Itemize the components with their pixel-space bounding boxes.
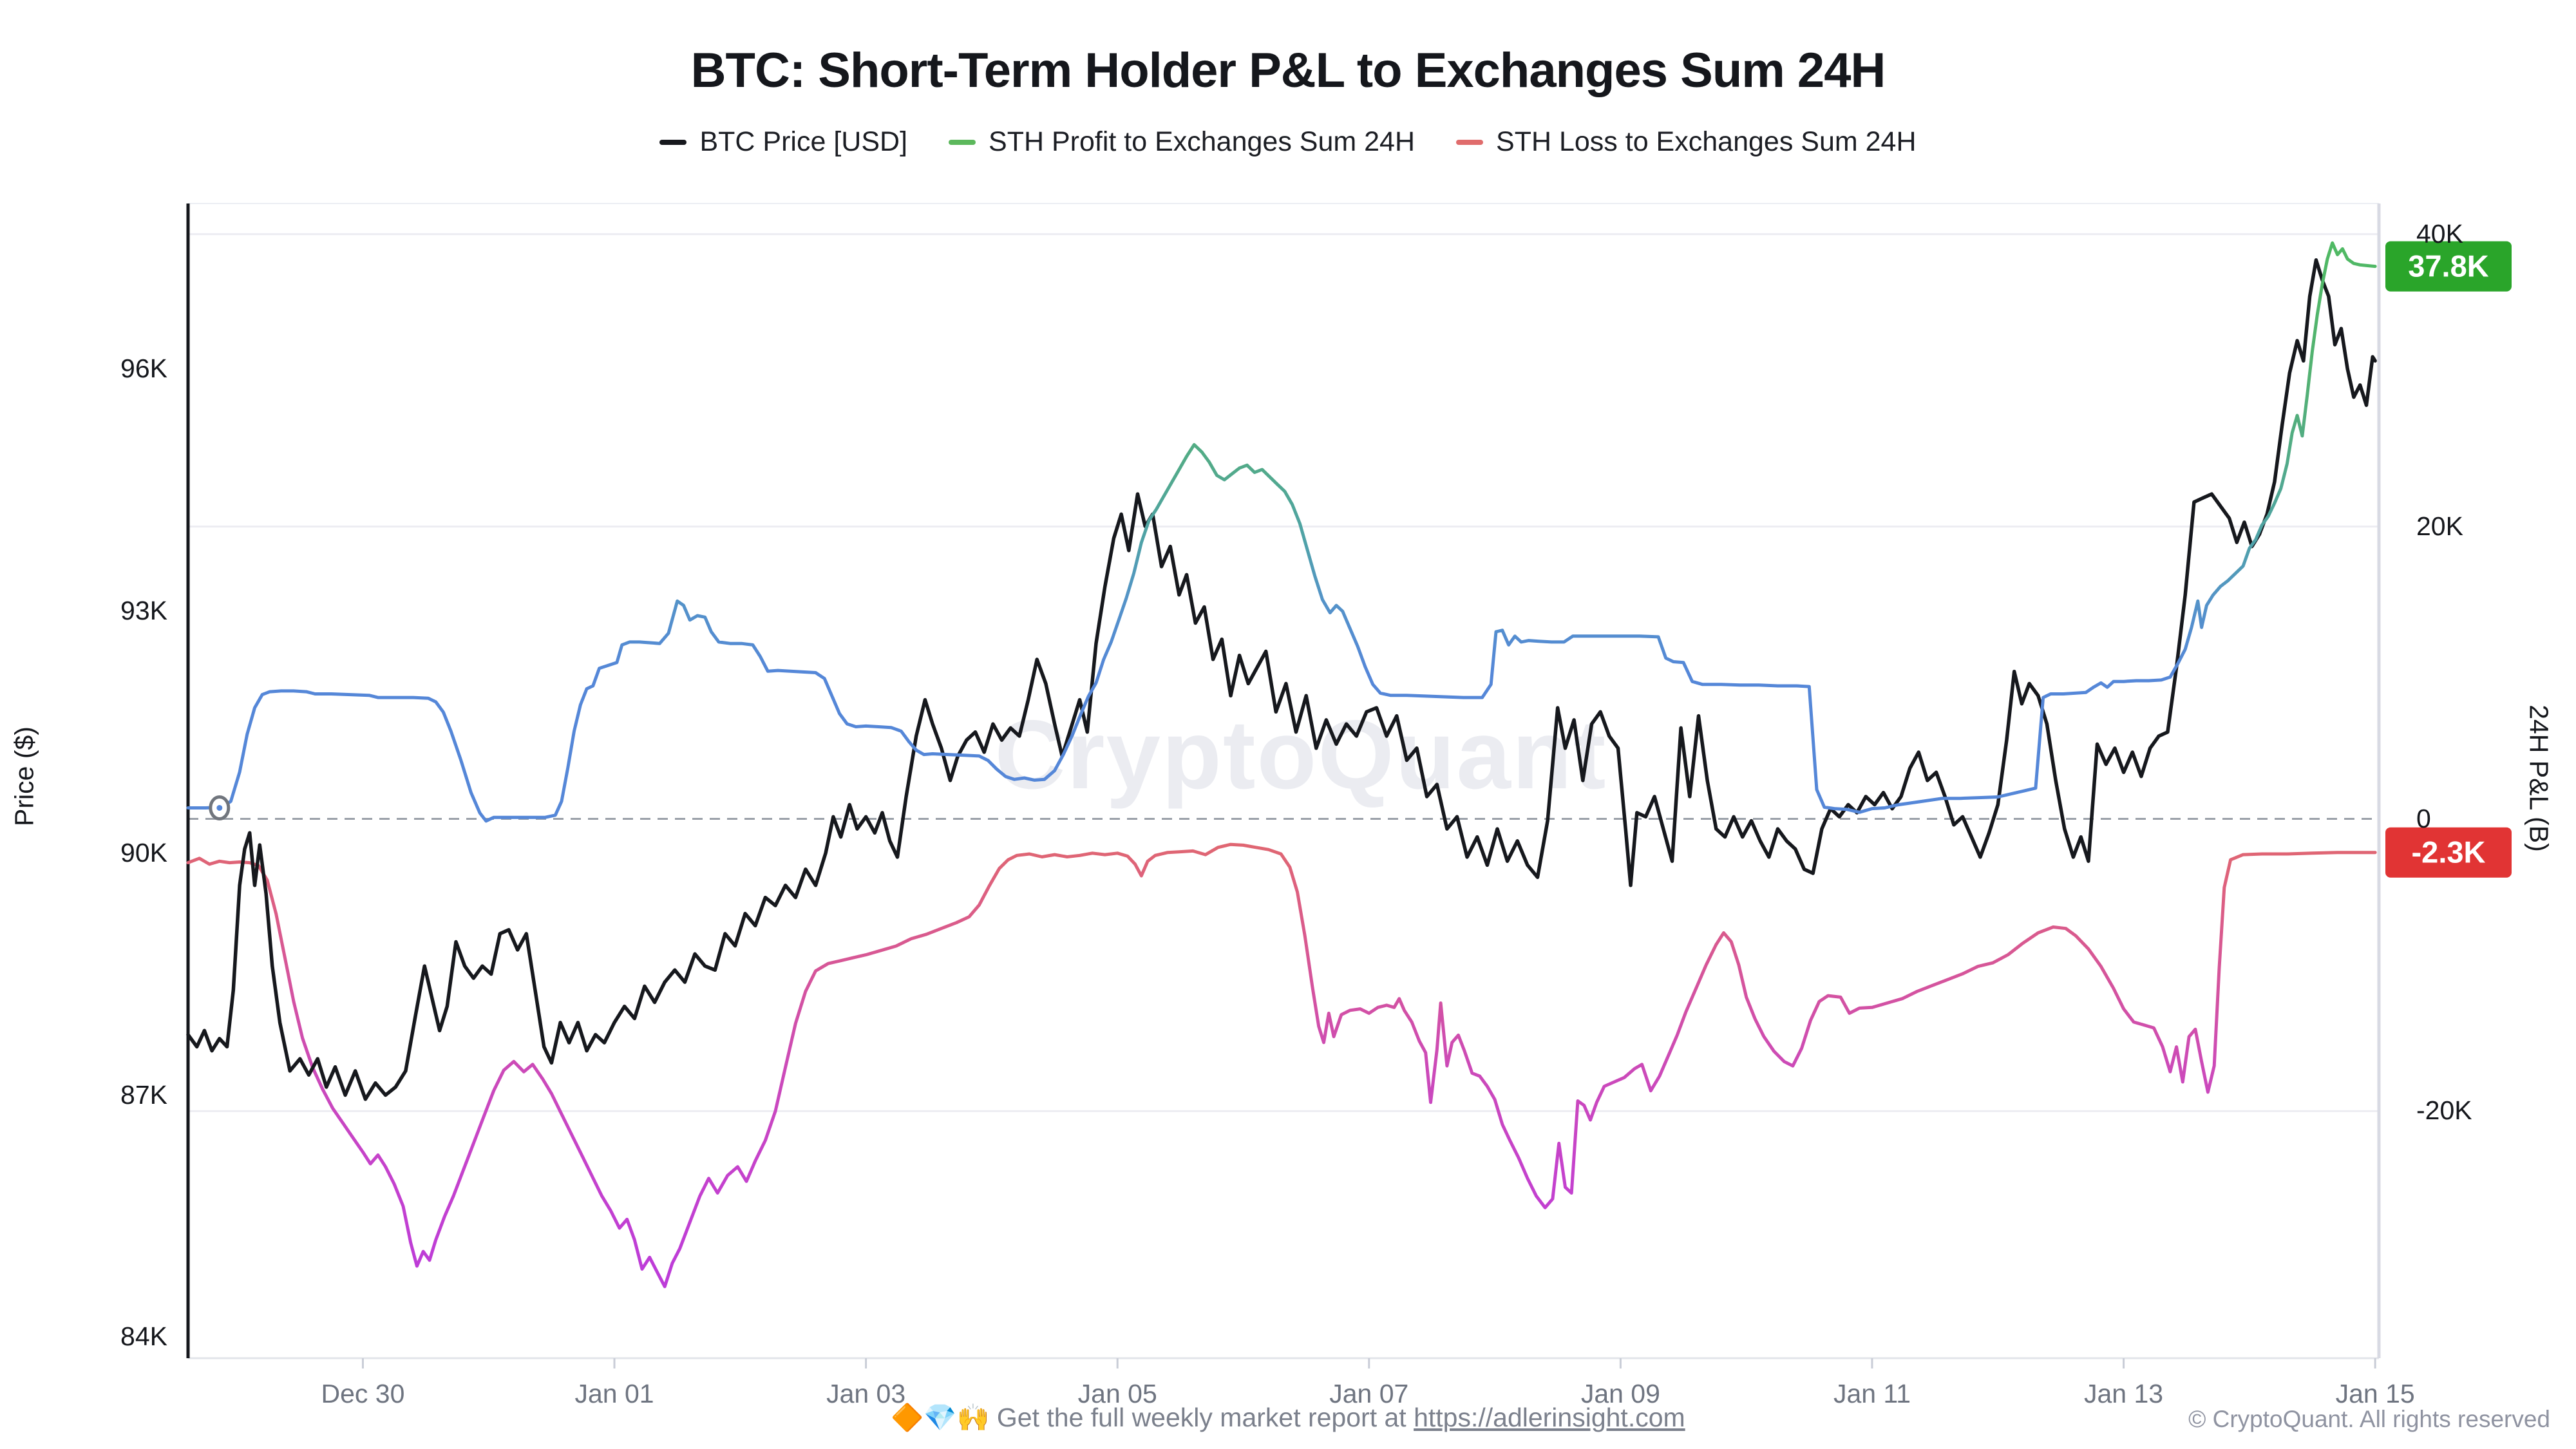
profit-value-badge-label: 37.8K xyxy=(2408,249,2488,283)
legend-label: BTC Price [USD] xyxy=(699,126,908,157)
copyright-notice: © CryptoQuant. All rights reserved xyxy=(2188,1406,2550,1432)
series-line-btc-price-usd- xyxy=(186,258,2377,1101)
price-tick-90K: 90K xyxy=(120,837,167,867)
series-line-sth-loss-to-exchanges-sum-24h xyxy=(186,842,2377,1289)
legend-swatch xyxy=(1456,139,1484,145)
date-tick-Dec-30: Dec 30 xyxy=(321,1379,405,1408)
footer-promo-text: Get the full weekly market report at xyxy=(996,1403,1406,1432)
date-tick-Jan-03: Jan 03 xyxy=(826,1379,906,1408)
footer-promo: 🔶💎🙌 Get the full weekly market report at… xyxy=(0,1403,2576,1434)
date-tick-Jan-07: Jan 07 xyxy=(1329,1379,1409,1408)
legend-item-btc-price-usd-[interactable]: BTC Price [USD] xyxy=(659,126,907,158)
chart-title: BTC: Short-Term Holder P&L to Exchanges … xyxy=(690,43,1886,98)
legend-label: STH Profit to Exchanges Sum 24H xyxy=(989,126,1416,157)
pnl-tick-0: 0 xyxy=(2416,803,2431,833)
gem-icon: 💎 xyxy=(923,1403,957,1432)
zero-start-marker-dot xyxy=(216,804,223,811)
date-tick-Jan-01: Jan 01 xyxy=(574,1379,654,1408)
date-tick-Jan-13: Jan 13 xyxy=(2083,1379,2164,1408)
date-tick-Jan-11: Jan 11 xyxy=(1833,1379,1911,1408)
loss-value-badge-label: -2.3K xyxy=(2412,835,2486,869)
price-tick-87K: 87K xyxy=(120,1079,167,1110)
legend-item-sth-profit-to-exchanges-sum-24h[interactable]: STH Profit to Exchanges Sum 24H xyxy=(949,126,1415,158)
date-tick-Jan-15: Jan 15 xyxy=(2335,1379,2415,1408)
pnl-tick-40K: 40K xyxy=(2416,218,2463,249)
legend-item-sth-loss-to-exchanges-sum-24h[interactable]: STH Loss to Exchanges Sum 24H xyxy=(1456,126,1917,158)
orange-diamond-icon: 🔶 xyxy=(891,1403,924,1432)
legend-swatch xyxy=(949,139,976,145)
price-tick-96K: 96K xyxy=(120,353,167,383)
price-tick-84K: 84K xyxy=(120,1321,167,1352)
loss-value-badge xyxy=(2385,827,2512,878)
legend-label: STH Loss to Exchanges Sum 24H xyxy=(1496,126,1917,157)
price-tick-93K: 93K xyxy=(120,595,167,625)
raising-hands-icon: 🙌 xyxy=(956,1403,990,1432)
pnl-tick--20K: -20K xyxy=(2416,1095,2472,1126)
date-tick-Jan-09: Jan 09 xyxy=(1580,1379,1660,1408)
pnl-tick-20K: 20K xyxy=(2416,511,2463,541)
date-tick-Jan-05: Jan 05 xyxy=(1077,1379,1157,1408)
legend-swatch xyxy=(659,139,687,145)
series-line-sth-profit-to-exchanges-sum-24h xyxy=(186,241,2377,823)
profit-value-badge xyxy=(2385,241,2512,292)
legend: BTC Price [USD] STH Profit to Exchanges S… xyxy=(0,126,2576,158)
footer-promo-link[interactable]: https://adlerinsight.com xyxy=(1414,1403,1685,1432)
